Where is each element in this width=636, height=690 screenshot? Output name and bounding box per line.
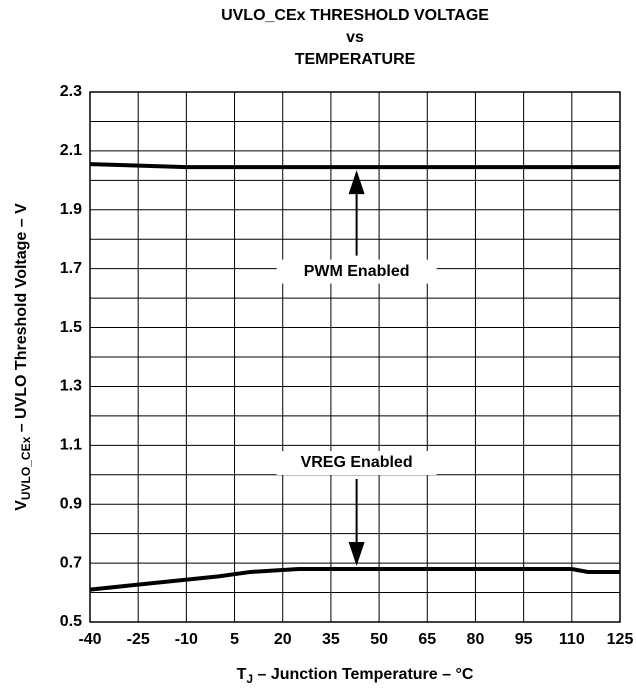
y-label-sub: UVLO_CEx bbox=[19, 436, 33, 500]
y-tick-label: 1.7 bbox=[60, 260, 82, 277]
y-tick-label: 0.9 bbox=[60, 495, 82, 512]
chart-title: TEMPERATURE bbox=[295, 51, 416, 68]
x-tick-label: -40 bbox=[78, 631, 101, 648]
annotation-label: VREG Enabled bbox=[301, 454, 413, 471]
x-tick-label: 65 bbox=[418, 631, 436, 648]
y-tick-label: 2.1 bbox=[60, 142, 82, 159]
y-tick-label: 1.9 bbox=[60, 201, 82, 218]
title: UVLO_CEx THRESHOLD VOLTAGE vs TEMPERATUR… bbox=[221, 7, 489, 68]
x-label-main: T bbox=[237, 666, 247, 683]
arrow-head bbox=[348, 542, 365, 566]
series-line bbox=[89, 567, 620, 592]
x-label-rest: – Junction Temperature – °C bbox=[253, 666, 474, 683]
y-tick-label: 1.5 bbox=[60, 319, 82, 336]
x-tick-label: 5 bbox=[230, 631, 239, 648]
y-tick-label: 1.1 bbox=[60, 437, 82, 454]
y-label-rest: – UVLO Threshold Voltage – V bbox=[13, 203, 30, 437]
x-tick-label: 20 bbox=[274, 631, 292, 648]
x-axis-label: TJ – Junction Temperature – °C bbox=[237, 666, 474, 686]
arrow-head bbox=[348, 170, 365, 195]
y-tick-label: 1.3 bbox=[60, 378, 82, 395]
y-tick-label: 0.5 bbox=[60, 613, 82, 630]
x-tick-label: 35 bbox=[322, 631, 340, 648]
y-tick-label: 0.7 bbox=[60, 554, 82, 571]
y-axis-label: VUVLO_CEx – UVLO Threshold Voltage – V bbox=[13, 203, 33, 511]
x-tick-label: -10 bbox=[175, 631, 198, 648]
x-tick-label: 50 bbox=[370, 631, 388, 648]
x-tick-label: 80 bbox=[467, 631, 485, 648]
x-tick-label: 110 bbox=[559, 631, 585, 648]
x-tick-label: 125 bbox=[607, 631, 634, 648]
y-tick-label: 2.3 bbox=[60, 83, 82, 100]
x-tick-label: -25 bbox=[127, 631, 150, 648]
y-label-main: V bbox=[13, 500, 30, 511]
chart-title: vs bbox=[346, 29, 364, 46]
chart-title: UVLO_CEx THRESHOLD VOLTAGE bbox=[221, 7, 489, 24]
label-background bbox=[276, 451, 437, 475]
annotation-label: PWM Enabled bbox=[304, 263, 410, 280]
series-line bbox=[89, 162, 620, 170]
plot-frame bbox=[89, 91, 621, 623]
x-tick-label: 95 bbox=[515, 631, 533, 648]
x-label-sub: J bbox=[246, 672, 253, 686]
label-background bbox=[276, 259, 437, 284]
